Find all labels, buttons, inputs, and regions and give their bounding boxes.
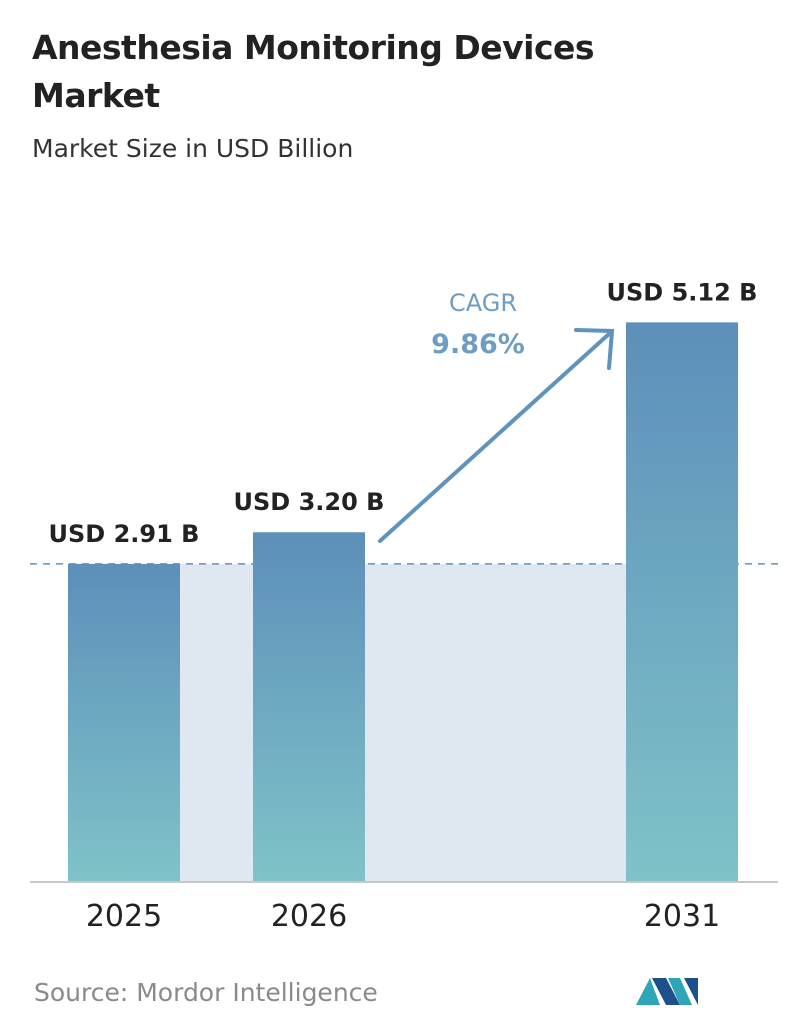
x-tick-label: 2026 [271,899,347,934]
cagr-arrow [378,328,615,543]
value-label: USD 5.12 B [607,278,758,306]
plot-area: USD 2.91 B 2025 USD 3.20 B 2026 USD 5.12 B 20… [30,278,780,934]
bar [68,563,180,882]
value-label: USD 2.91 B [49,520,200,548]
x-tick-label: 2025 [86,899,162,934]
bar [253,532,365,882]
chart-title: Anesthesia Monitoring Devices Market [32,28,595,115]
logo [636,978,698,1005]
cagr-value: 9.86% [431,329,525,360]
cagr-label: CAGR [449,289,517,317]
chart-subtitle: Market Size in USD Billion [32,134,354,163]
x-tick-label: 2031 [644,899,720,934]
bar [626,322,738,882]
value-label: USD 3.20 B [234,488,385,516]
source-note: Source: Mordor Intelligence [34,978,378,1007]
